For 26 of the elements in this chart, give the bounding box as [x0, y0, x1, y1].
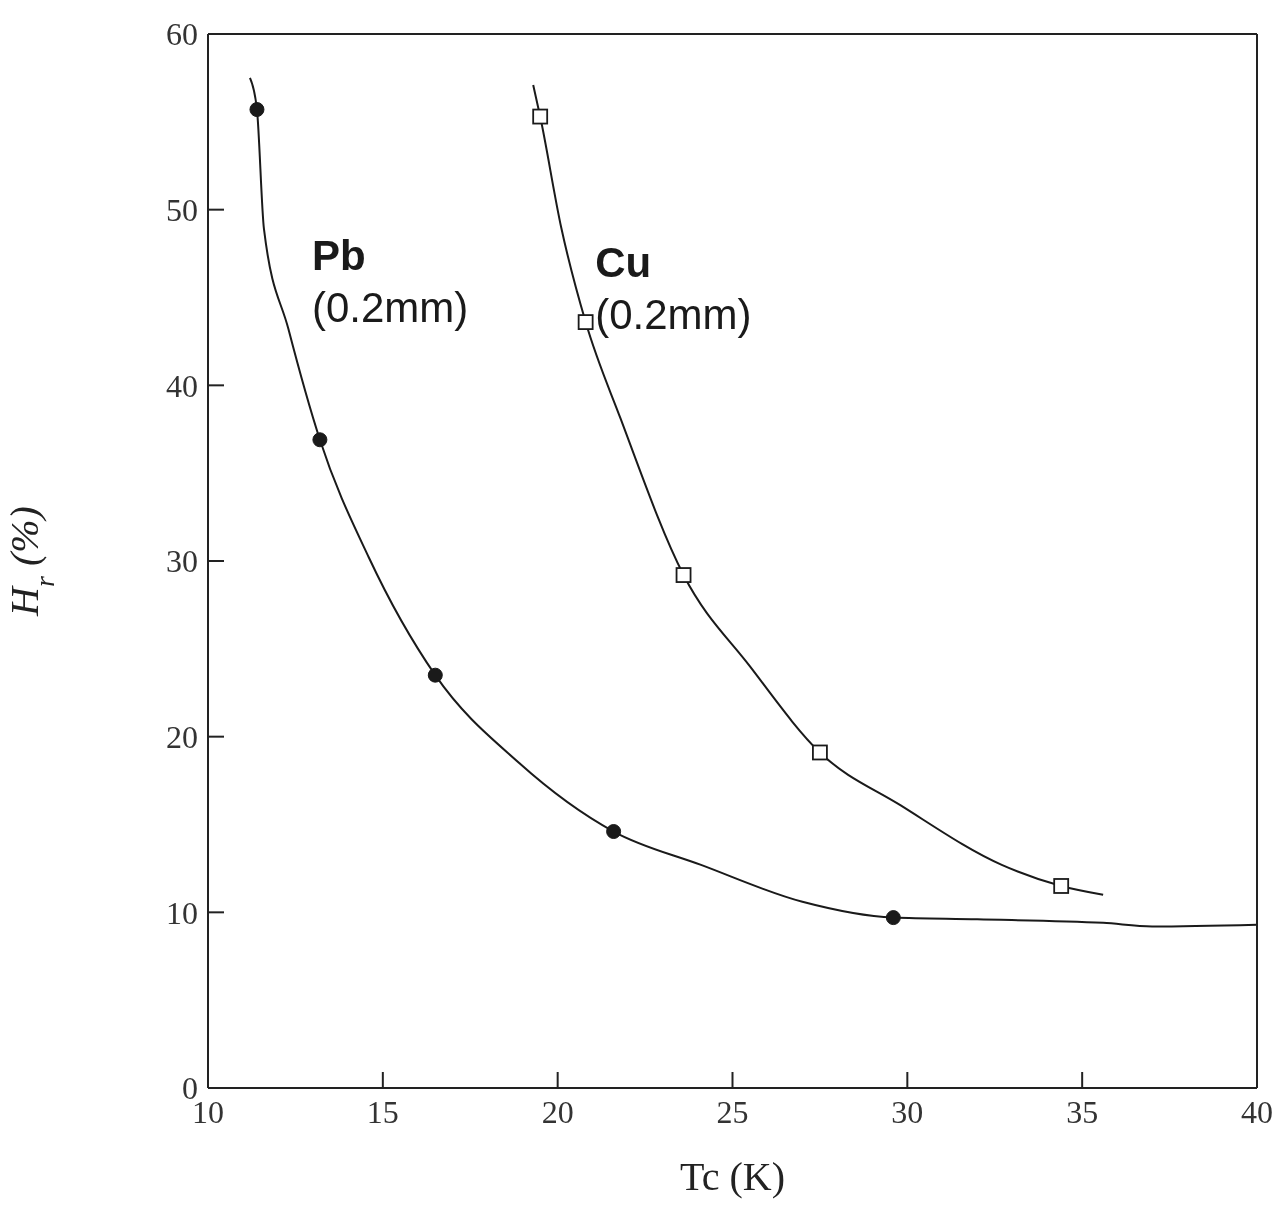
line-series [532, 83, 1105, 896]
x-tick-label: 15 [366, 1093, 399, 1130]
point [675, 567, 692, 583]
x-tick-label: 25 [716, 1093, 749, 1130]
point [885, 910, 901, 926]
point [427, 667, 443, 683]
y-tick-label: 50 [166, 192, 198, 229]
y-tick-label: 60 [166, 16, 198, 53]
point [812, 744, 828, 761]
y-tick-label: 10 [166, 894, 198, 931]
x-tick-label: 35 [1066, 1093, 1099, 1130]
x-tick-label: 40 [1241, 1093, 1273, 1130]
y-tick-label: 30 [166, 543, 198, 580]
y-tick-label: 40 [166, 367, 198, 404]
x-tick-label: 30 [891, 1093, 924, 1130]
point [577, 314, 594, 330]
x-tick-label: 20 [541, 1093, 574, 1130]
y-tick-label: 20 [166, 719, 198, 756]
point [249, 102, 265, 118]
point [312, 432, 328, 448]
point [1053, 878, 1070, 894]
x-axis-title: Tc (K) [680, 1154, 785, 1199]
point [606, 824, 622, 840]
text: Pb (0.2mm) [311, 231, 469, 331]
point [532, 108, 549, 125]
series-label: Cu (0.2mm) [595, 238, 752, 338]
